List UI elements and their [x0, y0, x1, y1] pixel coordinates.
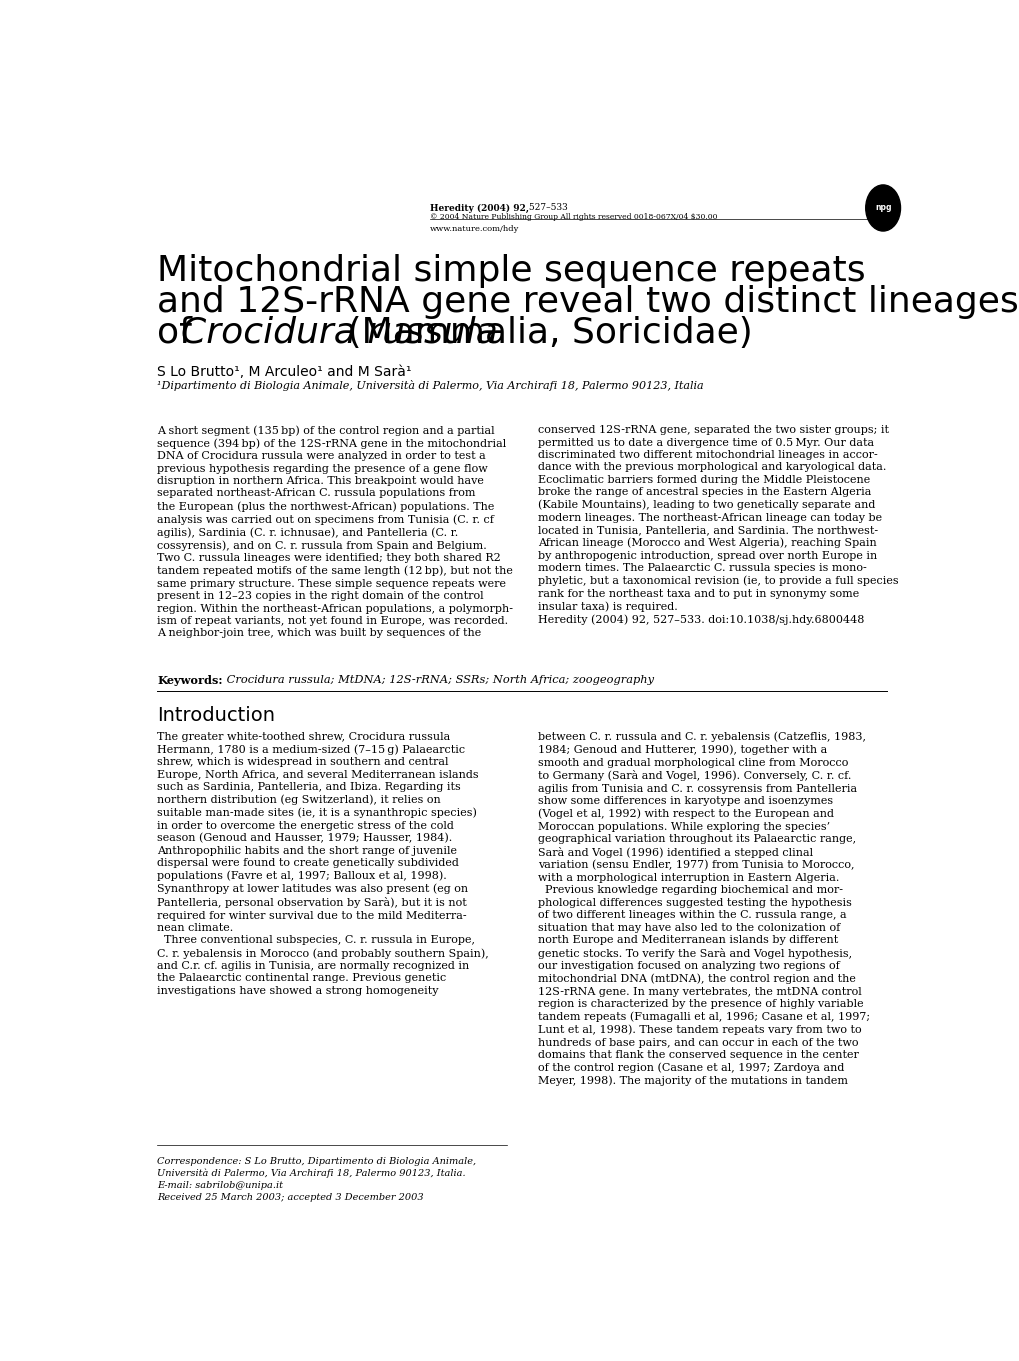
Text: Heredity (2004) 92,: Heredity (2004) 92, — [429, 203, 528, 212]
Text: ¹Dipartimento di Biologia Animale, Università di Palermo, Via Archirafi 18, Pale: ¹Dipartimento di Biologia Animale, Unive… — [157, 381, 703, 392]
Text: npg: npg — [874, 204, 891, 212]
Text: of: of — [157, 316, 203, 350]
Text: conserved 12S-rRNA gene, separated the two sister groups; it
permitted us to dat: conserved 12S-rRNA gene, separated the t… — [538, 425, 898, 625]
Text: between C. r. russula and C. r. yebalensis (Catzeflis, 1983,
1984; Genoud and Hu: between C. r. russula and C. r. yebalens… — [538, 732, 869, 1086]
Text: © 2004 Nature Publishing Group All rights reserved 0018-067X/04 $30.00: © 2004 Nature Publishing Group All right… — [429, 212, 716, 220]
Text: Correspondence: S Lo Brutto, Dipartimento di Biologia Animale,
Università di Pal: Correspondence: S Lo Brutto, Dipartiment… — [157, 1157, 476, 1202]
Circle shape — [865, 185, 900, 231]
Text: 527–533: 527–533 — [526, 203, 568, 212]
Text: A short segment (135 bp) of the control region and a partial
sequence (394 bp) o: A short segment (135 bp) of the control … — [157, 425, 513, 638]
Text: (Mammalia, Soricidae): (Mammalia, Soricidae) — [336, 316, 752, 350]
Text: and 12S-rRNA gene reveal two distinct lineages: and 12S-rRNA gene reveal two distinct li… — [157, 284, 1018, 318]
Text: S Lo Brutto¹, M Arculeo¹ and M Sarà¹: S Lo Brutto¹, M Arculeo¹ and M Sarà¹ — [157, 365, 411, 380]
Text: Keywords:: Keywords: — [157, 675, 222, 686]
Text: Mitochondrial simple sequence repeats: Mitochondrial simple sequence repeats — [157, 255, 865, 289]
Text: Introduction: Introduction — [157, 706, 275, 725]
Text: Crocidura russula; MtDNA; 12S-rRNA; SSRs; North Africa; zoogeography: Crocidura russula; MtDNA; 12S-rRNA; SSRs… — [222, 675, 653, 686]
Text: The greater white-toothed shrew, Crocidura russula
Hermann, 1780 is a medium-siz: The greater white-toothed shrew, Crocidu… — [157, 732, 488, 996]
Text: Crocidura russula: Crocidura russula — [181, 316, 498, 350]
Text: www.nature.com/hdy: www.nature.com/hdy — [429, 225, 519, 233]
